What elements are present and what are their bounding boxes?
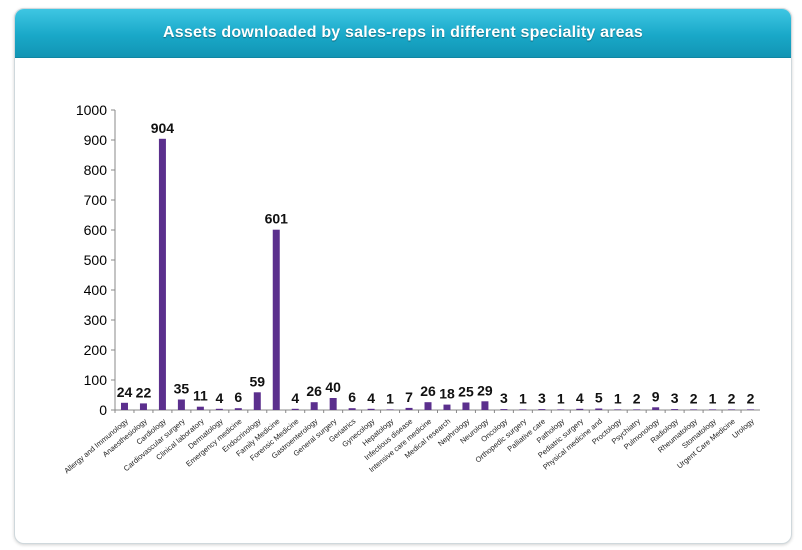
data-label: 2 <box>728 390 736 406</box>
y-tick-label: 1000 <box>76 102 107 118</box>
bar <box>291 408 299 410</box>
data-label: 3 <box>500 390 508 406</box>
data-label: 4 <box>367 390 375 406</box>
y-tick-label: 200 <box>84 342 108 358</box>
category-label: Urology <box>730 416 756 440</box>
bar <box>253 392 261 410</box>
bar <box>177 399 185 410</box>
bar <box>215 408 223 410</box>
y-tick-label: 400 <box>84 282 108 298</box>
data-label: 6 <box>234 389 242 405</box>
y-tick-label: 700 <box>84 192 108 208</box>
bar <box>234 408 242 410</box>
data-label: 7 <box>405 389 413 405</box>
bar <box>367 408 375 410</box>
bar <box>405 407 413 410</box>
bar <box>633 409 641 410</box>
y-tick-label: 100 <box>84 372 108 388</box>
data-label: 4 <box>576 390 584 406</box>
data-label: 4 <box>215 390 223 406</box>
bar <box>272 229 280 410</box>
data-label: 59 <box>249 373 265 389</box>
data-label: 2 <box>747 390 755 406</box>
bar <box>576 408 584 410</box>
data-label: 904 <box>151 120 175 136</box>
data-label: 29 <box>477 382 493 398</box>
bar <box>519 409 527 410</box>
data-label: 26 <box>420 383 436 399</box>
bar <box>120 402 128 410</box>
data-label: 11 <box>193 388 208 404</box>
bar <box>386 409 394 410</box>
bar <box>348 408 356 410</box>
bar <box>557 409 565 410</box>
y-tick-label: 600 <box>84 222 108 238</box>
data-label: 22 <box>136 384 152 400</box>
bar <box>747 409 755 410</box>
data-label: 18 <box>439 386 455 402</box>
data-label: 1 <box>614 391 622 407</box>
bar <box>424 402 432 410</box>
bar <box>443 404 451 410</box>
chart-title: Assets downloaded by sales-reps in diffe… <box>163 24 643 41</box>
bar <box>595 408 603 410</box>
data-label: 9 <box>652 388 660 404</box>
chart-header: Assets downloaded by sales-reps in diffe… <box>15 9 791 58</box>
chart-card: Assets downloaded by sales-reps in diffe… <box>14 8 792 544</box>
data-label: 1 <box>519 391 527 407</box>
data-label: 40 <box>325 379 341 395</box>
bar <box>652 407 660 410</box>
y-tick-label: 0 <box>99 402 107 418</box>
data-label: 601 <box>265 211 289 227</box>
bar <box>462 402 470 410</box>
y-tick-label: 300 <box>84 312 108 328</box>
bar <box>310 402 318 410</box>
data-label: 24 <box>117 384 133 400</box>
data-label: 3 <box>671 390 679 406</box>
page-corner-mark <box>0 542 30 546</box>
data-label: 5 <box>595 390 603 406</box>
data-label: 2 <box>690 390 698 406</box>
bar <box>538 409 546 410</box>
bar <box>709 409 717 410</box>
data-label: 1 <box>557 391 565 407</box>
y-tick-label: 500 <box>84 252 108 268</box>
data-label: 4 <box>291 390 299 406</box>
data-label: 1 <box>709 391 717 407</box>
bar <box>500 409 508 410</box>
data-label: 6 <box>348 389 356 405</box>
data-label: 3 <box>538 390 546 406</box>
bar <box>158 138 166 411</box>
bar <box>690 409 698 410</box>
bar <box>481 401 489 410</box>
bar <box>671 409 679 410</box>
bar <box>139 403 147 410</box>
bar <box>196 406 204 410</box>
data-label: 1 <box>386 391 394 407</box>
bar <box>614 409 622 410</box>
bar <box>329 398 337 410</box>
data-label: 26 <box>306 383 322 399</box>
y-tick-label: 900 <box>84 132 108 148</box>
bar <box>728 409 736 410</box>
data-label: 35 <box>174 381 190 397</box>
data-label: 25 <box>458 384 474 400</box>
data-label: 2 <box>633 390 641 406</box>
y-tick-label: 800 <box>84 162 108 178</box>
